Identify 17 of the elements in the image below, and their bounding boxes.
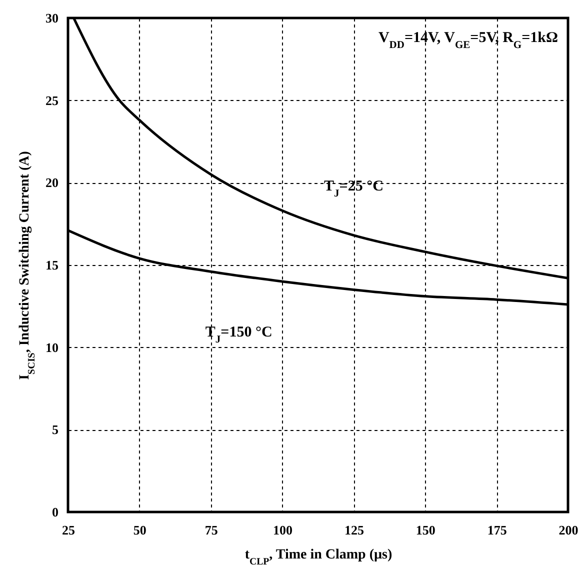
x-tick-label: 125	[344, 522, 364, 538]
y-tick-label: 10	[46, 340, 58, 355]
x-tick-label: 25	[62, 522, 76, 538]
y-tick-label: 0	[52, 504, 58, 520]
annotation: V$_{DD}$=14V, V$_{GE}$=5V, R$_{G}$=1kΩ	[378, 30, 558, 50]
y-tick-label: 30	[46, 10, 58, 26]
x-axis-title: t$_{CLP}$, Time in Clamp (µs)	[244, 548, 393, 567]
x-tick-label: 200	[558, 522, 578, 538]
x-tick-label: 75	[204, 522, 218, 538]
x-tick-label: 175	[487, 522, 508, 538]
y-tick-label: 25	[46, 92, 59, 108]
y-tick-label: 20	[46, 175, 58, 190]
y-tick-label: 5	[52, 422, 59, 438]
x-tick-label: 50	[133, 522, 146, 538]
x-tick-label: 100	[273, 522, 293, 538]
x-tick-label: 150	[416, 522, 436, 538]
y-tick-label: 15	[46, 258, 59, 272]
